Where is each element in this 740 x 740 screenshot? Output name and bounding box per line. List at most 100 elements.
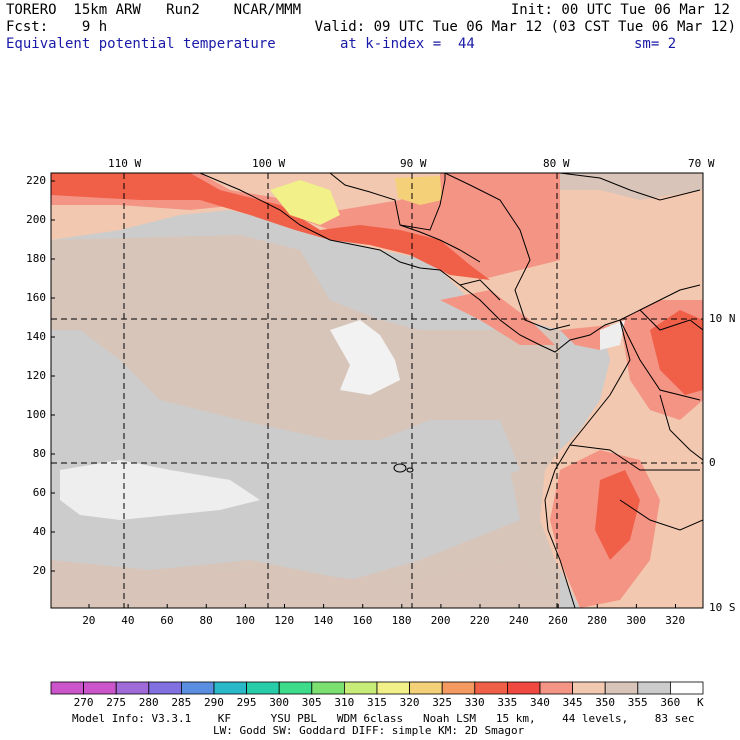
y-grid-label: 40 bbox=[32, 525, 46, 538]
field-pink-panama bbox=[560, 325, 610, 350]
colorbar-label: 320 bbox=[399, 696, 420, 709]
x-grid-label: 60 bbox=[160, 614, 174, 627]
colorbar-swatch bbox=[539, 681, 573, 695]
pacific-coast-central-america bbox=[199, 173, 701, 353]
lon-label-90w: 90 W bbox=[400, 157, 427, 170]
colorbar-swatch bbox=[343, 681, 378, 695]
colorbar-swatch bbox=[246, 681, 280, 695]
init-time: Init: 00 UTC Tue 06 Mar 12 bbox=[510, 2, 730, 18]
level-info: at k-index = 44 bbox=[340, 36, 475, 52]
y-grid-label: 160 bbox=[26, 291, 46, 304]
x-grid-label: 140 bbox=[313, 614, 334, 627]
cuba-coast bbox=[559, 173, 701, 201]
model-info: Model Info: V3.3.1 KF YSU PBL WDM 6class… bbox=[72, 712, 695, 725]
field-tan-band bbox=[51, 235, 560, 608]
lat-label-10s: 10 S bbox=[709, 601, 736, 614]
forecast-hour: Fcst: 9 h bbox=[6, 19, 108, 35]
colorbar-label: 350 bbox=[595, 696, 616, 709]
colorbar-label: 315 bbox=[367, 696, 387, 709]
colorbar-swatch bbox=[311, 681, 345, 695]
colorbar-label: 340 bbox=[530, 696, 550, 709]
border-colombia-brazil bbox=[659, 394, 703, 461]
x-grid-label: 280 bbox=[587, 614, 607, 627]
colorbar-label: 345 bbox=[562, 696, 583, 709]
colorbar-label: 270 bbox=[73, 696, 94, 709]
colorbar-swatch bbox=[278, 681, 313, 695]
field-white-patch-southwest bbox=[60, 460, 260, 520]
colorbar-swatch bbox=[409, 681, 443, 695]
south-america-pacific-coast bbox=[544, 319, 631, 608]
caribbean-coast bbox=[444, 173, 571, 331]
field-name: Equivalent potential temperature bbox=[6, 36, 276, 52]
colorbar-label: 275 bbox=[106, 696, 127, 709]
venezuela-coast bbox=[639, 309, 703, 331]
y-grid-label: 200 bbox=[26, 213, 46, 226]
lon-label-70w: 70 W bbox=[688, 157, 715, 170]
lat-label-equator: 0 bbox=[709, 456, 716, 469]
colorbar-swatch bbox=[180, 681, 215, 695]
border-colombia bbox=[619, 319, 701, 401]
lon-label-110w: 110 W bbox=[108, 157, 142, 170]
colorbar-swatch bbox=[83, 681, 117, 695]
map-frame bbox=[50, 172, 704, 609]
y-grid-label: 220 bbox=[26, 174, 46, 187]
x-grid-label: 40 bbox=[121, 614, 135, 627]
x-grid-label: 160 bbox=[352, 614, 373, 627]
y-grid-label: 60 bbox=[32, 486, 46, 499]
colorbar-unit: K bbox=[697, 696, 704, 709]
colorbar-swatch bbox=[376, 681, 410, 695]
theta-e-field bbox=[51, 173, 703, 608]
y-grid-label: 120 bbox=[26, 369, 46, 382]
field-white-patch-panama bbox=[600, 320, 625, 350]
border-honduras bbox=[459, 279, 501, 301]
border-guatemala bbox=[399, 224, 481, 263]
lon-label-100w: 100 W bbox=[252, 157, 286, 170]
colorbar-swatch bbox=[115, 681, 150, 695]
colorbar-label: 335 bbox=[497, 696, 518, 709]
x-grid-label: 80 bbox=[199, 614, 213, 627]
lon-label-80w: 80 W bbox=[543, 157, 570, 170]
smoothing-info: sm= 2 bbox=[634, 36, 677, 52]
colorbar-label: 280 bbox=[138, 696, 159, 709]
border-ecuador-peru bbox=[569, 444, 700, 471]
colorbar-label: 330 bbox=[464, 696, 485, 709]
frame-ticks bbox=[51, 180, 676, 608]
field-yellow-yucatan bbox=[395, 176, 442, 205]
coastlines bbox=[199, 173, 703, 608]
colorbar-label: 295 bbox=[236, 696, 257, 709]
y-grid-label: 140 bbox=[26, 330, 46, 343]
x-grid-label: 300 bbox=[626, 614, 647, 627]
galapagos-islands bbox=[393, 463, 407, 473]
colorbar-label: 355 bbox=[627, 696, 648, 709]
x-grid-label: 260 bbox=[548, 614, 568, 627]
colorbar-swatch bbox=[441, 681, 476, 695]
colorbar-label: 290 bbox=[204, 696, 224, 709]
field-yellow-mexico bbox=[270, 180, 340, 225]
field-tan-south bbox=[51, 560, 560, 608]
colorbar-swatch bbox=[213, 681, 247, 695]
colorbar-label: 310 bbox=[334, 696, 355, 709]
colorbar-label: 285 bbox=[171, 696, 192, 709]
field-red-colombia bbox=[650, 310, 703, 395]
x-grid-label: 320 bbox=[665, 614, 686, 627]
colorbar-swatch bbox=[604, 681, 639, 695]
valid-time: Valid: 09 UTC Tue 06 Mar 12 (03 CST Tue … bbox=[314, 19, 736, 35]
y-grid-label: 180 bbox=[26, 252, 46, 265]
y-grid-label: 100 bbox=[26, 408, 46, 421]
x-grid-label: 120 bbox=[274, 614, 295, 627]
x-grid-label: 220 bbox=[469, 614, 490, 627]
physics-info: LW: Godd SW: Goddard DIFF: simple KM: 2D… bbox=[213, 724, 525, 737]
lat-label-10n: 10 N bbox=[709, 312, 736, 325]
run-title: TORERO 15km ARW Run2 NCAR/MMM bbox=[6, 2, 302, 18]
field-white-patch-center bbox=[330, 320, 400, 395]
field-tan-caribbean bbox=[560, 173, 703, 200]
colorbar-swatch bbox=[148, 681, 182, 695]
x-grid-label: 240 bbox=[508, 614, 529, 627]
x-grid-label: 180 bbox=[391, 614, 412, 627]
colorbar-label: 305 bbox=[301, 696, 322, 709]
colorbar-swatch bbox=[50, 681, 84, 695]
colorbar-swatch bbox=[474, 681, 508, 695]
x-grid-label: 20 bbox=[82, 614, 96, 627]
x-grid-label: 100 bbox=[235, 614, 256, 627]
